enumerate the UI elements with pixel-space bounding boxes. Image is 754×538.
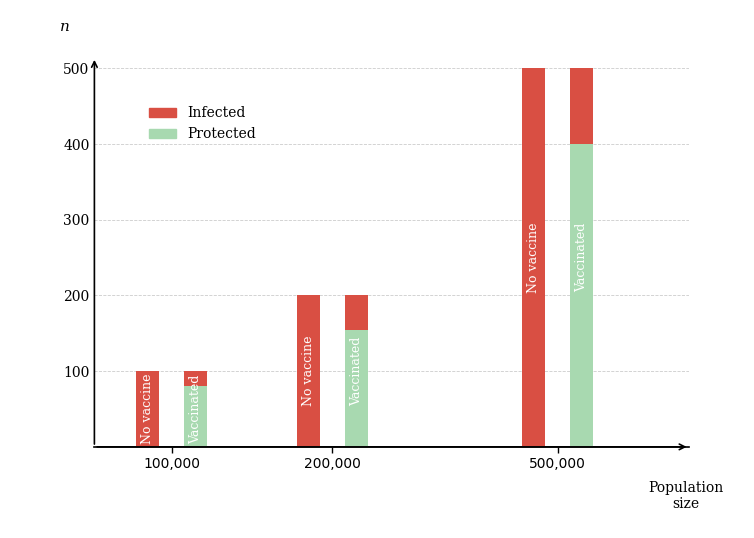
Bar [571, 68, 593, 144]
Text: No vaccine: No vaccine [302, 336, 314, 406]
Bar [185, 386, 207, 447]
Bar [297, 295, 320, 447]
Bar [185, 371, 207, 386]
Text: Vaccinated: Vaccinated [350, 336, 363, 406]
Bar [136, 371, 159, 447]
Bar [523, 68, 544, 447]
Text: Population
size: Population size [648, 481, 724, 511]
Legend: Infected, Protected: Infected, Protected [143, 101, 262, 147]
Bar [345, 295, 368, 330]
Bar [571, 144, 593, 447]
Y-axis label: n: n [60, 20, 69, 34]
Text: No vaccine: No vaccine [527, 222, 540, 293]
Bar [345, 330, 368, 447]
Text: Vaccinated: Vaccinated [189, 374, 202, 444]
Text: No vaccine: No vaccine [141, 374, 154, 444]
Text: Vaccinated: Vaccinated [575, 223, 588, 292]
